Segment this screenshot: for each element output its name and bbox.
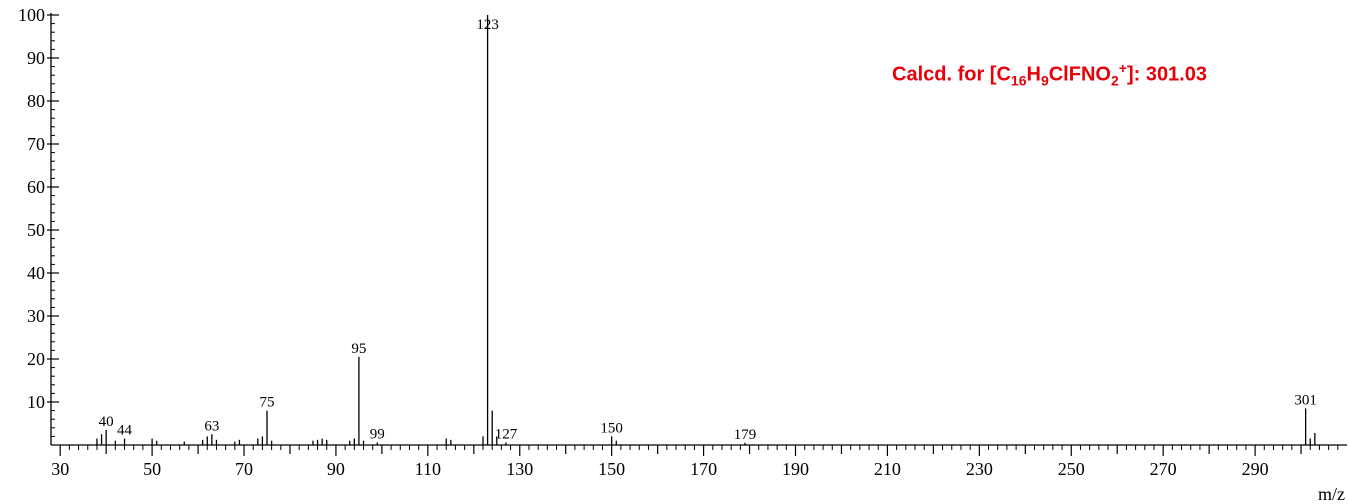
y-tick-label: 100 <box>18 5 45 25</box>
x-tick-label: 150 <box>598 459 625 479</box>
y-tick-label: 70 <box>27 134 45 154</box>
y-tick-label: 80 <box>27 91 45 111</box>
x-tick-label: 210 <box>874 459 901 479</box>
y-tick-label: 50 <box>27 220 45 240</box>
y-tick-label: 10 <box>27 392 45 412</box>
peak-label: 123 <box>476 17 499 33</box>
x-tick-label: 90 <box>327 459 345 479</box>
peak-label: 95 <box>351 341 366 357</box>
peak-label: 179 <box>734 427 757 443</box>
x-tick-label: 290 <box>1242 459 1269 479</box>
x-tick-label: 130 <box>506 459 533 479</box>
x-tick-label: 30 <box>51 459 69 479</box>
y-tick-label: 20 <box>27 349 45 369</box>
x-tick-label: 270 <box>1150 459 1177 479</box>
x-tick-label: 230 <box>966 459 993 479</box>
peak-label: 40 <box>99 414 114 430</box>
peak-label: 301 <box>1294 392 1317 408</box>
calculated-mass-annotation: Calcd. for [C16H9ClFNO2+]: 301.03 <box>892 60 1207 89</box>
x-tick-label: 70 <box>235 459 253 479</box>
y-tick-label: 30 <box>27 306 45 326</box>
peak-label: 75 <box>260 395 275 411</box>
peak-label: 44 <box>117 423 133 439</box>
x-axis-title: m/z <box>1318 484 1345 504</box>
x-tick-label: 110 <box>415 459 441 479</box>
y-tick-label: 60 <box>27 177 45 197</box>
y-tick-label: 40 <box>27 263 45 283</box>
x-tick-label: 50 <box>143 459 161 479</box>
peak-label: 150 <box>600 420 623 436</box>
y-tick-label: 90 <box>27 48 45 68</box>
x-tick-label: 190 <box>782 459 809 479</box>
x-tick-label: 170 <box>690 459 717 479</box>
peak-label: 127 <box>495 426 518 442</box>
x-tick-label: 250 <box>1058 459 1085 479</box>
peak-label: 63 <box>204 418 219 434</box>
peak-label: 99 <box>370 426 385 442</box>
